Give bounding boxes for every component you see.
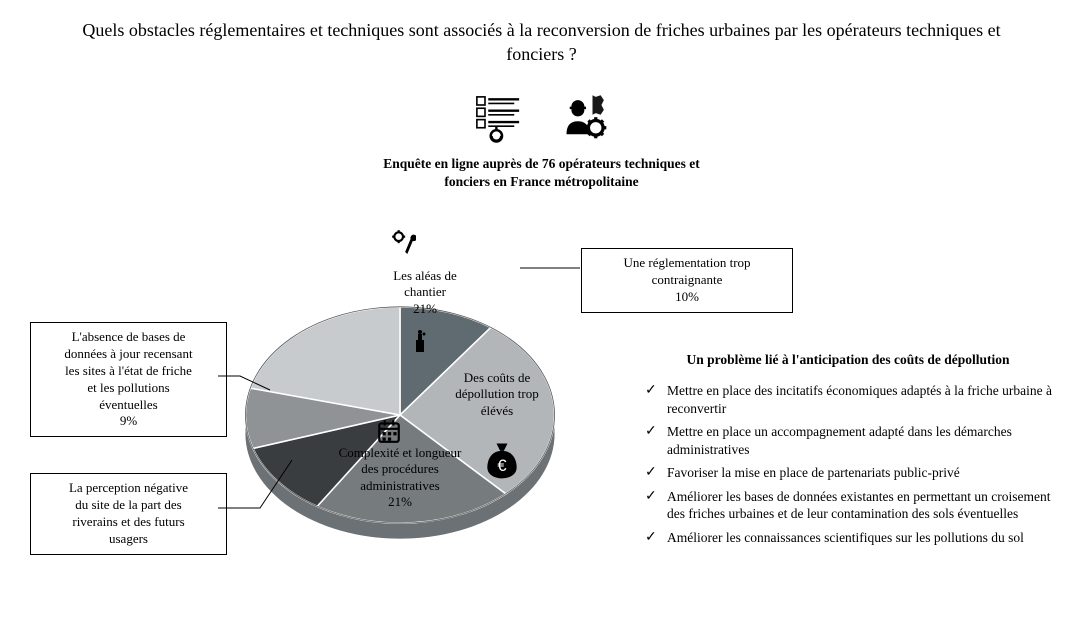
header-icon-row <box>0 92 1083 149</box>
list-item: Améliorer les bases de données existante… <box>643 488 1053 523</box>
survey-form-icon <box>472 92 524 149</box>
list-item: Mettre en place des incitatifs économiqu… <box>643 382 1053 417</box>
callout-reglementation: Une réglementation trop contraignante 10… <box>581 248 793 313</box>
page-title: Quels obstacles réglementaires et techni… <box>60 18 1023 67</box>
list-item: Améliorer les connaissances scientifique… <box>643 529 1053 547</box>
callout-bases-donnees: L'absence de bases de données à jour rec… <box>30 322 227 437</box>
problem-block: Un problème lié à l'anticipation des coû… <box>643 352 1053 552</box>
problem-title: Un problème lié à l'anticipation des coû… <box>643 352 1053 368</box>
subtitle-line-1: Enquête en ligne auprès de 76 opérateurs… <box>383 156 700 171</box>
list-item: Favoriser la mise en place de partenaria… <box>643 464 1053 482</box>
worker-gear-icon <box>560 92 612 149</box>
callout-perception: La perception négative du site de la par… <box>30 473 227 555</box>
infographic-root: Quels obstacles réglementaires et techni… <box>0 0 1083 627</box>
pie-chart <box>230 245 570 585</box>
subtitle-line-2: fonciers en France métropolitaine <box>444 174 638 189</box>
survey-subtitle: Enquête en ligne auprès de 76 opérateurs… <box>0 155 1083 191</box>
list-item: Mettre en place un accompagnement adapté… <box>643 423 1053 458</box>
recommendations-list: Mettre en place des incitatifs économiqu… <box>643 382 1053 546</box>
